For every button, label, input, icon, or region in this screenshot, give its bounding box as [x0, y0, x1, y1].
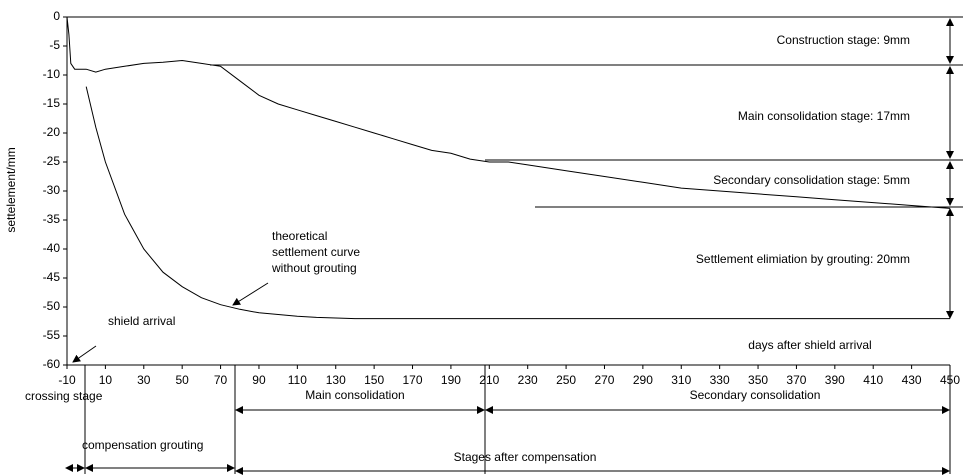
y-tick-label: -45: [43, 270, 61, 284]
x-tick-label: 330: [710, 373, 730, 387]
annotation-arrow: [232, 282, 269, 306]
y-tick-label: -15: [43, 96, 61, 110]
y-tick-label: -20: [43, 125, 61, 139]
x-tick-label: 270: [594, 373, 614, 387]
annotation: theoretical: [272, 229, 327, 243]
y-tick-label: -35: [43, 212, 61, 226]
annotation: Construction stage: 9mm: [777, 33, 910, 47]
stage-label: crossing stage: [25, 389, 103, 403]
stage-label: Stages after compensation: [454, 450, 597, 464]
annotation: settlement curve: [272, 245, 360, 259]
x-tick-label: 230: [518, 373, 538, 387]
series-line: [66, 16, 951, 209]
y-tick-label: -10: [43, 67, 61, 81]
x-tick-label: 210: [479, 373, 499, 387]
x-tick-label: 390: [825, 373, 845, 387]
y-axis-label: settelement/mm: [4, 147, 18, 232]
x-tick-label: 310: [671, 373, 691, 387]
x-tick-label: 450: [940, 373, 960, 387]
annotation: Secondary consolidation stage: 5mm: [713, 173, 910, 187]
x-tick-label: 70: [214, 373, 228, 387]
annotation-arrow: [72, 345, 97, 363]
x-tick-label: 50: [175, 373, 189, 387]
x-tick-label: 350: [748, 373, 768, 387]
x-axis-label: days after shield arrival: [748, 338, 871, 352]
y-tick-label: -60: [43, 357, 61, 371]
y-tick-label: -40: [43, 241, 61, 255]
x-tick-label: 250: [556, 373, 576, 387]
x-tick-label: 110: [288, 373, 307, 387]
annotation: shield arrival: [108, 314, 175, 328]
x-tick-label: 430: [902, 373, 922, 387]
x-tick-label: 90: [252, 373, 266, 387]
series-line: [85, 86, 950, 320]
x-tick-label: 370: [786, 373, 806, 387]
annotation: Settlement elimiation by grouting: 20mm: [696, 252, 910, 266]
x-tick-label: 290: [633, 373, 653, 387]
stage-label: compensation grouting: [82, 438, 203, 452]
x-tick-label: 170: [403, 373, 423, 387]
y-tick-label: -55: [43, 328, 61, 342]
stage-label: Secondary consolidation: [690, 388, 821, 402]
y-tick-label: 0: [53, 9, 60, 23]
y-tick-label: -50: [43, 299, 61, 313]
x-tick-label: 30: [137, 373, 151, 387]
x-tick-label: 10: [99, 373, 113, 387]
stage-label: Main consolidation: [305, 388, 404, 402]
y-tick-label: -5: [49, 38, 60, 52]
x-tick-label: 410: [863, 373, 883, 387]
x-tick-label: -10: [58, 373, 76, 387]
annotation: Main consolidation stage: 17mm: [738, 109, 910, 123]
x-tick-label: 150: [364, 373, 384, 387]
y-tick-label: -30: [43, 183, 61, 197]
y-tick-label: -25: [43, 154, 61, 168]
x-tick-label: 190: [441, 373, 461, 387]
x-tick-label: 130: [326, 373, 346, 387]
annotation: without grouting: [271, 261, 357, 275]
